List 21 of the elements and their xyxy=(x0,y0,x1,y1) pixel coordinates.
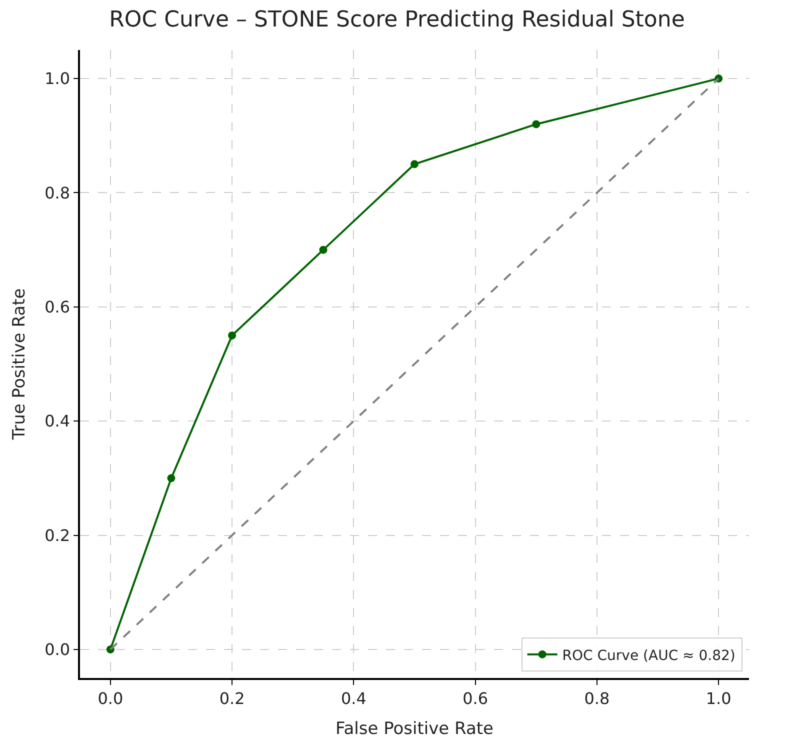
y-tick-label: 0.6 xyxy=(44,298,70,317)
y-axis-title: True Positive Rate xyxy=(10,288,30,441)
point xyxy=(410,160,418,168)
x-tick-label: 0.0 xyxy=(98,688,124,708)
x-tick-label: 0.6 xyxy=(462,688,488,708)
y-tick-label: 1.0 xyxy=(44,69,70,88)
x-axis-title: False Positive Rate xyxy=(336,718,494,739)
chart-title: ROC Curve – STONE Score Predicting Residual Stone xyxy=(109,8,685,33)
y-tick-label: 0.4 xyxy=(44,412,70,431)
point xyxy=(319,246,328,254)
x-tick-label: 0.8 xyxy=(584,688,610,708)
legend-label: ROC Curve (AUC ≈ 0.82) xyxy=(562,648,736,664)
point xyxy=(532,120,540,128)
y-tick-label: 0.0 xyxy=(44,640,70,660)
x-tick-label: 0.2 xyxy=(219,688,245,708)
y-tick-label: 0.8 xyxy=(44,183,70,202)
point xyxy=(228,331,236,340)
x-tick-label: 0.4 xyxy=(340,688,366,708)
y-tick-label: 0.2 xyxy=(44,526,70,545)
x-tick-label: 1.0 xyxy=(706,688,732,708)
point xyxy=(167,474,176,482)
